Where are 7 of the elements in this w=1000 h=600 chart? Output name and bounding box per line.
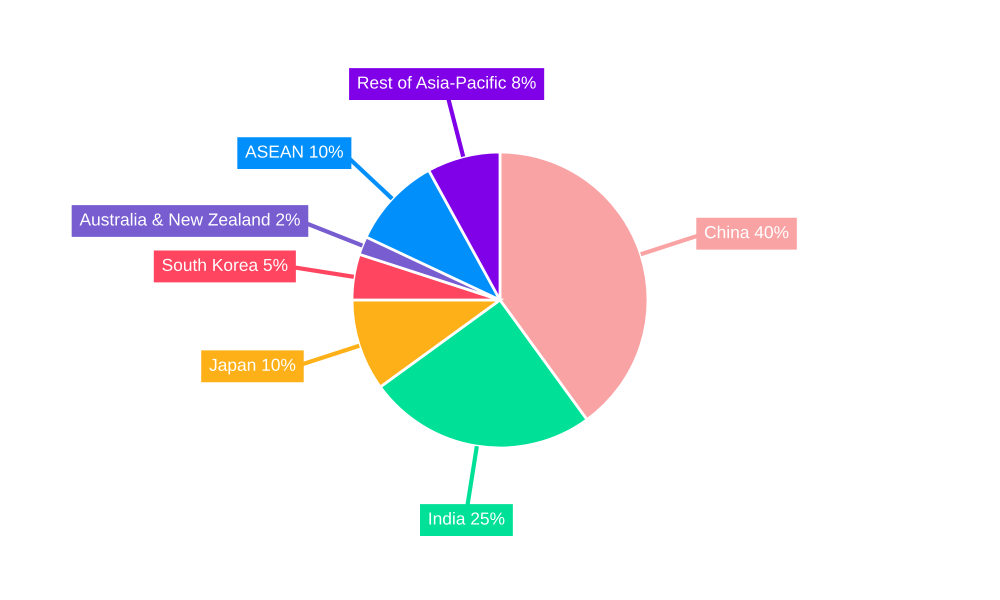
slice-label: China 40% bbox=[704, 226, 788, 238]
slice-label: Japan 10% bbox=[209, 358, 296, 374]
slice-label: ASEAN 10% bbox=[245, 145, 343, 158]
slice-label: India 25% bbox=[429, 512, 504, 525]
slice-label: Rest of Asia-Pacific 8% bbox=[358, 76, 536, 89]
slice-label: Australia & New Zealand 2% bbox=[80, 212, 300, 226]
slice-label: South Korea 5% bbox=[162, 258, 288, 272]
